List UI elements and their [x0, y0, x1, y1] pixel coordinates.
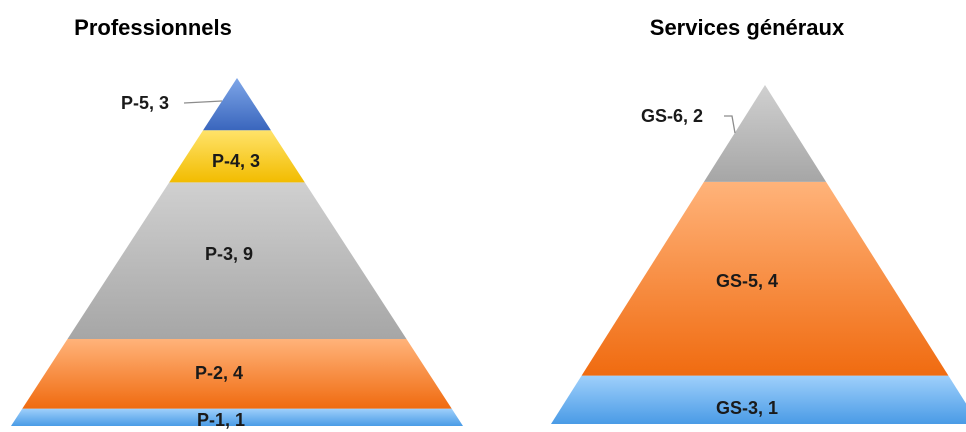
- pyramid-services-generaux: [551, 85, 966, 424]
- label-p-4: P-4, 3: [212, 151, 260, 171]
- segment-p-5: [203, 78, 271, 131]
- pyramid-professionnels: [11, 78, 463, 426]
- segment-gs-6: [703, 85, 827, 182]
- label-gs-6: GS-6, 2: [641, 106, 703, 126]
- segment-p-2: [22, 339, 452, 409]
- label-p-2: P-2, 4: [195, 363, 243, 383]
- label-p-5: P-5, 3: [121, 93, 169, 113]
- chart-title-professionnels: Professionnels: [74, 15, 232, 40]
- segment-p-1: [11, 408, 463, 426]
- label-p-3: P-3, 9: [205, 244, 253, 264]
- segment-p-4: [169, 130, 305, 183]
- label-p-1: P-1, 1: [197, 410, 245, 430]
- segment-p-3: [67, 182, 407, 339]
- label-gs-3: GS-3, 1: [716, 398, 778, 418]
- segment-gs-3: [551, 375, 966, 424]
- label-gs-5: GS-5, 4: [716, 271, 778, 291]
- leader-line-p-5: [183, 100, 223, 104]
- segment-gs-5: [581, 181, 949, 376]
- chart-title-services-generaux: Services généraux: [650, 15, 845, 40]
- leader-line-gs-6: [724, 115, 736, 134]
